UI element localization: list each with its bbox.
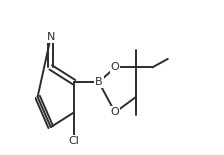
Text: O: O <box>111 62 119 72</box>
Text: N: N <box>47 32 55 42</box>
Text: O: O <box>111 107 119 117</box>
Text: Cl: Cl <box>69 136 80 146</box>
Text: B: B <box>95 77 103 87</box>
